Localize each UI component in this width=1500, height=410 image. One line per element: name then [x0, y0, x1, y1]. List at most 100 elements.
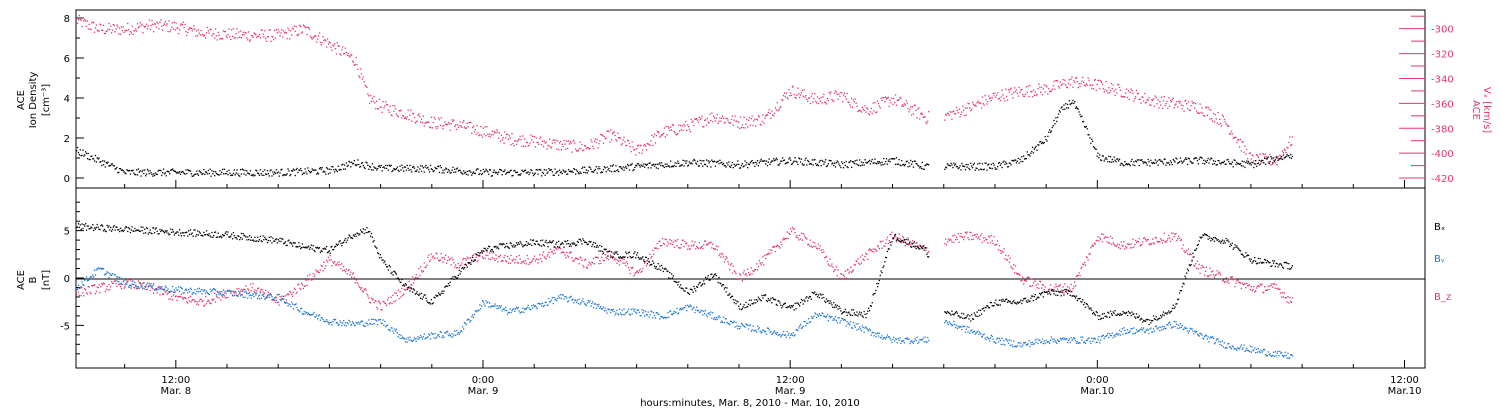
bz-series-point: [477, 259, 479, 261]
by-series-point: [382, 319, 384, 321]
density-series-point: [1179, 157, 1182, 159]
bz-series-point: [732, 265, 734, 267]
by-series-point: [118, 281, 120, 283]
bz-series-point: [327, 256, 330, 258]
density-series-point: [571, 170, 573, 172]
vx-series-point: [740, 127, 743, 129]
vx-series-point: [394, 108, 397, 110]
by-series-point: [104, 273, 106, 275]
density-series-point: [782, 157, 784, 159]
vx-series-point: [541, 144, 543, 146]
density-series-point: [250, 174, 252, 176]
bz-series-point: [354, 282, 356, 284]
density-series-point: [754, 165, 756, 167]
vx-series-point: [1196, 112, 1199, 114]
bz-series-point: [813, 245, 815, 248]
bz-series-point: [636, 270, 639, 272]
density-series-point: [757, 165, 760, 167]
by-series-point: [314, 316, 316, 318]
bz-series-point: [626, 261, 628, 263]
bz-series-point: [787, 237, 789, 239]
density-series-point: [1214, 160, 1216, 163]
bz-series-point: [1214, 274, 1216, 276]
density-series-point: [249, 170, 252, 172]
by-series-point: [806, 322, 808, 324]
density-series-point: [125, 173, 127, 175]
vx-series-point: [1117, 83, 1119, 86]
by-series-point: [594, 303, 596, 305]
density-series-point: [472, 171, 475, 173]
density-series-point: [545, 169, 547, 171]
bz-series-point: [112, 282, 114, 284]
bz-series-point: [927, 252, 929, 254]
vx-series-point: [238, 31, 240, 33]
density-series-point: [415, 170, 417, 173]
by-series-point: [107, 272, 109, 274]
density-series-point: [1055, 117, 1057, 119]
bz-series-point: [506, 261, 508, 263]
vx-series-point: [1075, 77, 1077, 79]
vx-series-point: [405, 118, 407, 120]
density-series-point: [721, 161, 723, 164]
by-series-point: [345, 325, 347, 327]
vx-series-point: [589, 148, 591, 150]
density-series-point: [338, 169, 340, 171]
vx-series-point: [355, 56, 357, 59]
by-series-point: [514, 310, 516, 312]
bz-series-point: [400, 296, 402, 298]
bz-series-point: [1171, 238, 1173, 240]
vx-series-point: [611, 133, 614, 135]
bz-series-point: [1161, 239, 1163, 241]
bz-series-point: [557, 247, 559, 249]
by-series-point: [535, 306, 537, 308]
density-series-point: [363, 166, 365, 169]
by-series-point: [396, 332, 398, 334]
bz-series-point: [1119, 247, 1121, 250]
bz-series-point: [302, 287, 304, 290]
bz-series-point: [1231, 276, 1233, 278]
density-series-point: [584, 172, 587, 174]
vx-series-point: [1155, 96, 1157, 99]
by-series-point: [652, 317, 654, 319]
bz-series-point: [373, 302, 375, 304]
density-series-point: [1036, 149, 1038, 151]
bz-series-point: [788, 232, 790, 234]
density-series-point: [95, 161, 97, 163]
by-series-point: [464, 322, 467, 324]
density-series-point: [518, 173, 520, 176]
by-series-point: [616, 309, 618, 312]
bz-series-point: [1152, 242, 1155, 244]
vx-series-point: [816, 102, 818, 104]
vx-series-point: [530, 134, 532, 136]
vx-series-point: [85, 20, 87, 22]
bz-series-point: [1081, 266, 1083, 268]
by-series-point: [300, 307, 303, 309]
density-series-point: [400, 169, 402, 171]
bz-series-point: [219, 291, 221, 293]
bz-series-point: [607, 251, 609, 254]
by-series-point: [401, 337, 403, 339]
vx-series-point: [963, 109, 965, 111]
density-series-point: [949, 165, 951, 167]
vx-series-point: [431, 127, 433, 129]
by-series-point: [356, 322, 358, 324]
vx-series-point: [1027, 85, 1029, 87]
density-series-point: [834, 166, 837, 168]
vx-series-point: [240, 37, 243, 39]
density-series-point: [109, 165, 111, 167]
density-series-point: [317, 173, 320, 175]
bz-series-point: [1101, 241, 1104, 243]
vx-series-point: [574, 142, 576, 144]
bz-series-point: [736, 278, 738, 280]
vx-series-point: [388, 111, 390, 113]
bz-series-point: [686, 242, 688, 244]
vx-series-point: [338, 45, 340, 47]
density-series-point: [94, 154, 97, 157]
vx-series-point: [694, 118, 696, 120]
vx-series-point: [289, 38, 291, 40]
bz-series-point: [105, 288, 107, 290]
by-series-point: [684, 307, 686, 309]
vx-series-point: [79, 19, 81, 21]
bz-series-point: [91, 285, 93, 287]
by-series-point: [243, 291, 245, 293]
